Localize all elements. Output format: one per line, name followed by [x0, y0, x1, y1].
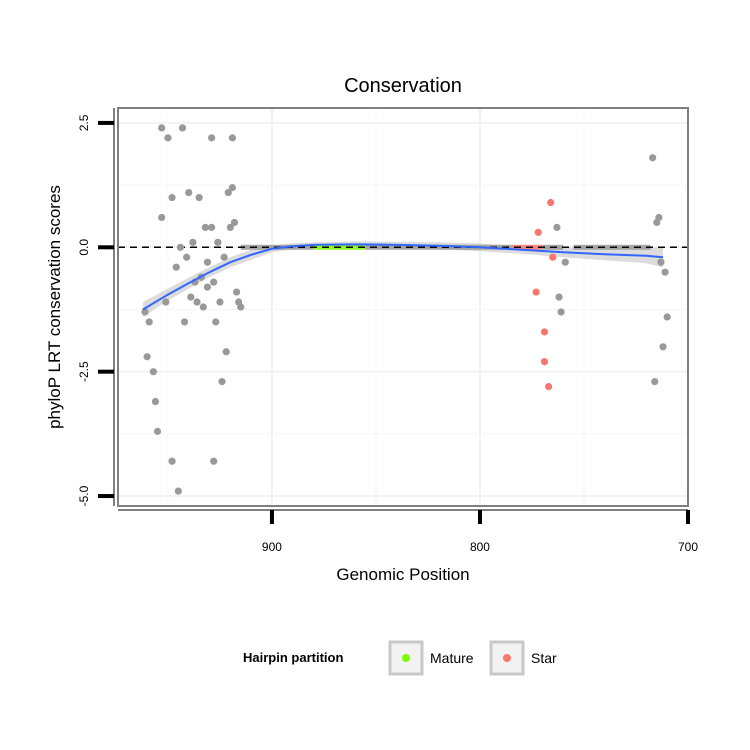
- point-other: [214, 238, 222, 246]
- point-other: [659, 343, 667, 351]
- legend-swatch-mature: [402, 654, 410, 662]
- point-other: [212, 318, 220, 326]
- smooth-trend-line: [142, 243, 664, 311]
- point-other: [193, 298, 201, 306]
- point-other: [178, 124, 187, 132]
- point-other: [187, 293, 195, 301]
- plot-background: [118, 108, 688, 506]
- point-other: [237, 303, 245, 311]
- x-tick-label: 800: [470, 540, 490, 554]
- point-other: [222, 348, 230, 356]
- chart-title: Conservation: [344, 75, 462, 97]
- point-other: [172, 263, 180, 271]
- point-other: [149, 368, 157, 376]
- legend-swatch-star: [503, 654, 511, 662]
- point-star: [534, 228, 542, 236]
- x-tick-label: 900: [262, 540, 282, 554]
- point-star: [540, 358, 549, 366]
- point-other: [226, 223, 234, 231]
- point-other: [164, 134, 172, 142]
- point-other: [199, 303, 207, 311]
- y-tick-label: -5.0: [77, 485, 91, 506]
- point-star: [547, 198, 555, 207]
- point-other: [557, 308, 565, 316]
- segment-other: [365, 244, 512, 250]
- y-axis-title: phyloP LRT conservation scores: [45, 185, 64, 429]
- point-other: [220, 253, 228, 261]
- legend-key-mature: [388, 640, 424, 676]
- point-other: [143, 353, 151, 361]
- point-other: [228, 184, 237, 192]
- point-other: [168, 193, 176, 202]
- legend-title: Hairpin partition: [243, 650, 343, 665]
- point-other: [185, 188, 193, 197]
- point-other: [553, 223, 561, 231]
- y-axis: -5.0 -2.5 0.0 2.5: [77, 108, 115, 506]
- point-other: [555, 293, 563, 301]
- data-points: [141, 124, 671, 495]
- x-axis: 900 800 700: [118, 509, 698, 554]
- point-other: [145, 318, 153, 326]
- point-other: [561, 258, 569, 266]
- point-other: [158, 213, 166, 222]
- point-other: [657, 258, 665, 266]
- point-star: [545, 383, 553, 391]
- point-other: [655, 213, 663, 222]
- point-other: [649, 154, 657, 162]
- point-star: [540, 328, 549, 336]
- point-other: [203, 283, 212, 291]
- point-other: [180, 318, 189, 326]
- point-other: [224, 188, 232, 197]
- point-other: [141, 308, 149, 316]
- point-other: [216, 298, 224, 306]
- point-other: [158, 124, 166, 132]
- point-other: [663, 313, 671, 321]
- point-other: [162, 298, 170, 306]
- point-other: [208, 134, 216, 142]
- plot-border: [117, 107, 689, 507]
- point-other: [218, 378, 226, 386]
- point-star: [532, 288, 540, 296]
- point-other: [661, 268, 669, 276]
- point-other: [176, 243, 185, 251]
- x-tick-label: 700: [678, 540, 698, 554]
- point-other: [168, 457, 176, 465]
- point-other: [151, 397, 160, 406]
- point-other: [201, 223, 209, 231]
- point-other: [230, 218, 239, 227]
- legend-label-star: Star: [531, 650, 557, 666]
- point-other: [232, 288, 241, 296]
- point-star: [549, 253, 557, 261]
- point-other: [228, 134, 237, 142]
- point-other: [195, 193, 203, 202]
- point-other: [210, 457, 218, 465]
- point-other: [183, 253, 191, 261]
- y-tick-label: 0.0: [77, 239, 91, 256]
- legend: Hairpin partition Mature Star: [243, 640, 557, 676]
- y-tick-label: -2.5: [77, 361, 91, 382]
- point-other: [210, 278, 218, 286]
- point-other: [153, 427, 162, 435]
- y-tick-label: 2.5: [77, 114, 91, 131]
- point-other: [189, 238, 197, 246]
- x-axis-title: Genomic Position: [336, 565, 469, 584]
- point-other: [651, 378, 659, 386]
- point-other: [174, 487, 182, 495]
- legend-label-mature: Mature: [430, 650, 474, 666]
- point-other: [203, 258, 212, 266]
- point-other: [208, 223, 216, 231]
